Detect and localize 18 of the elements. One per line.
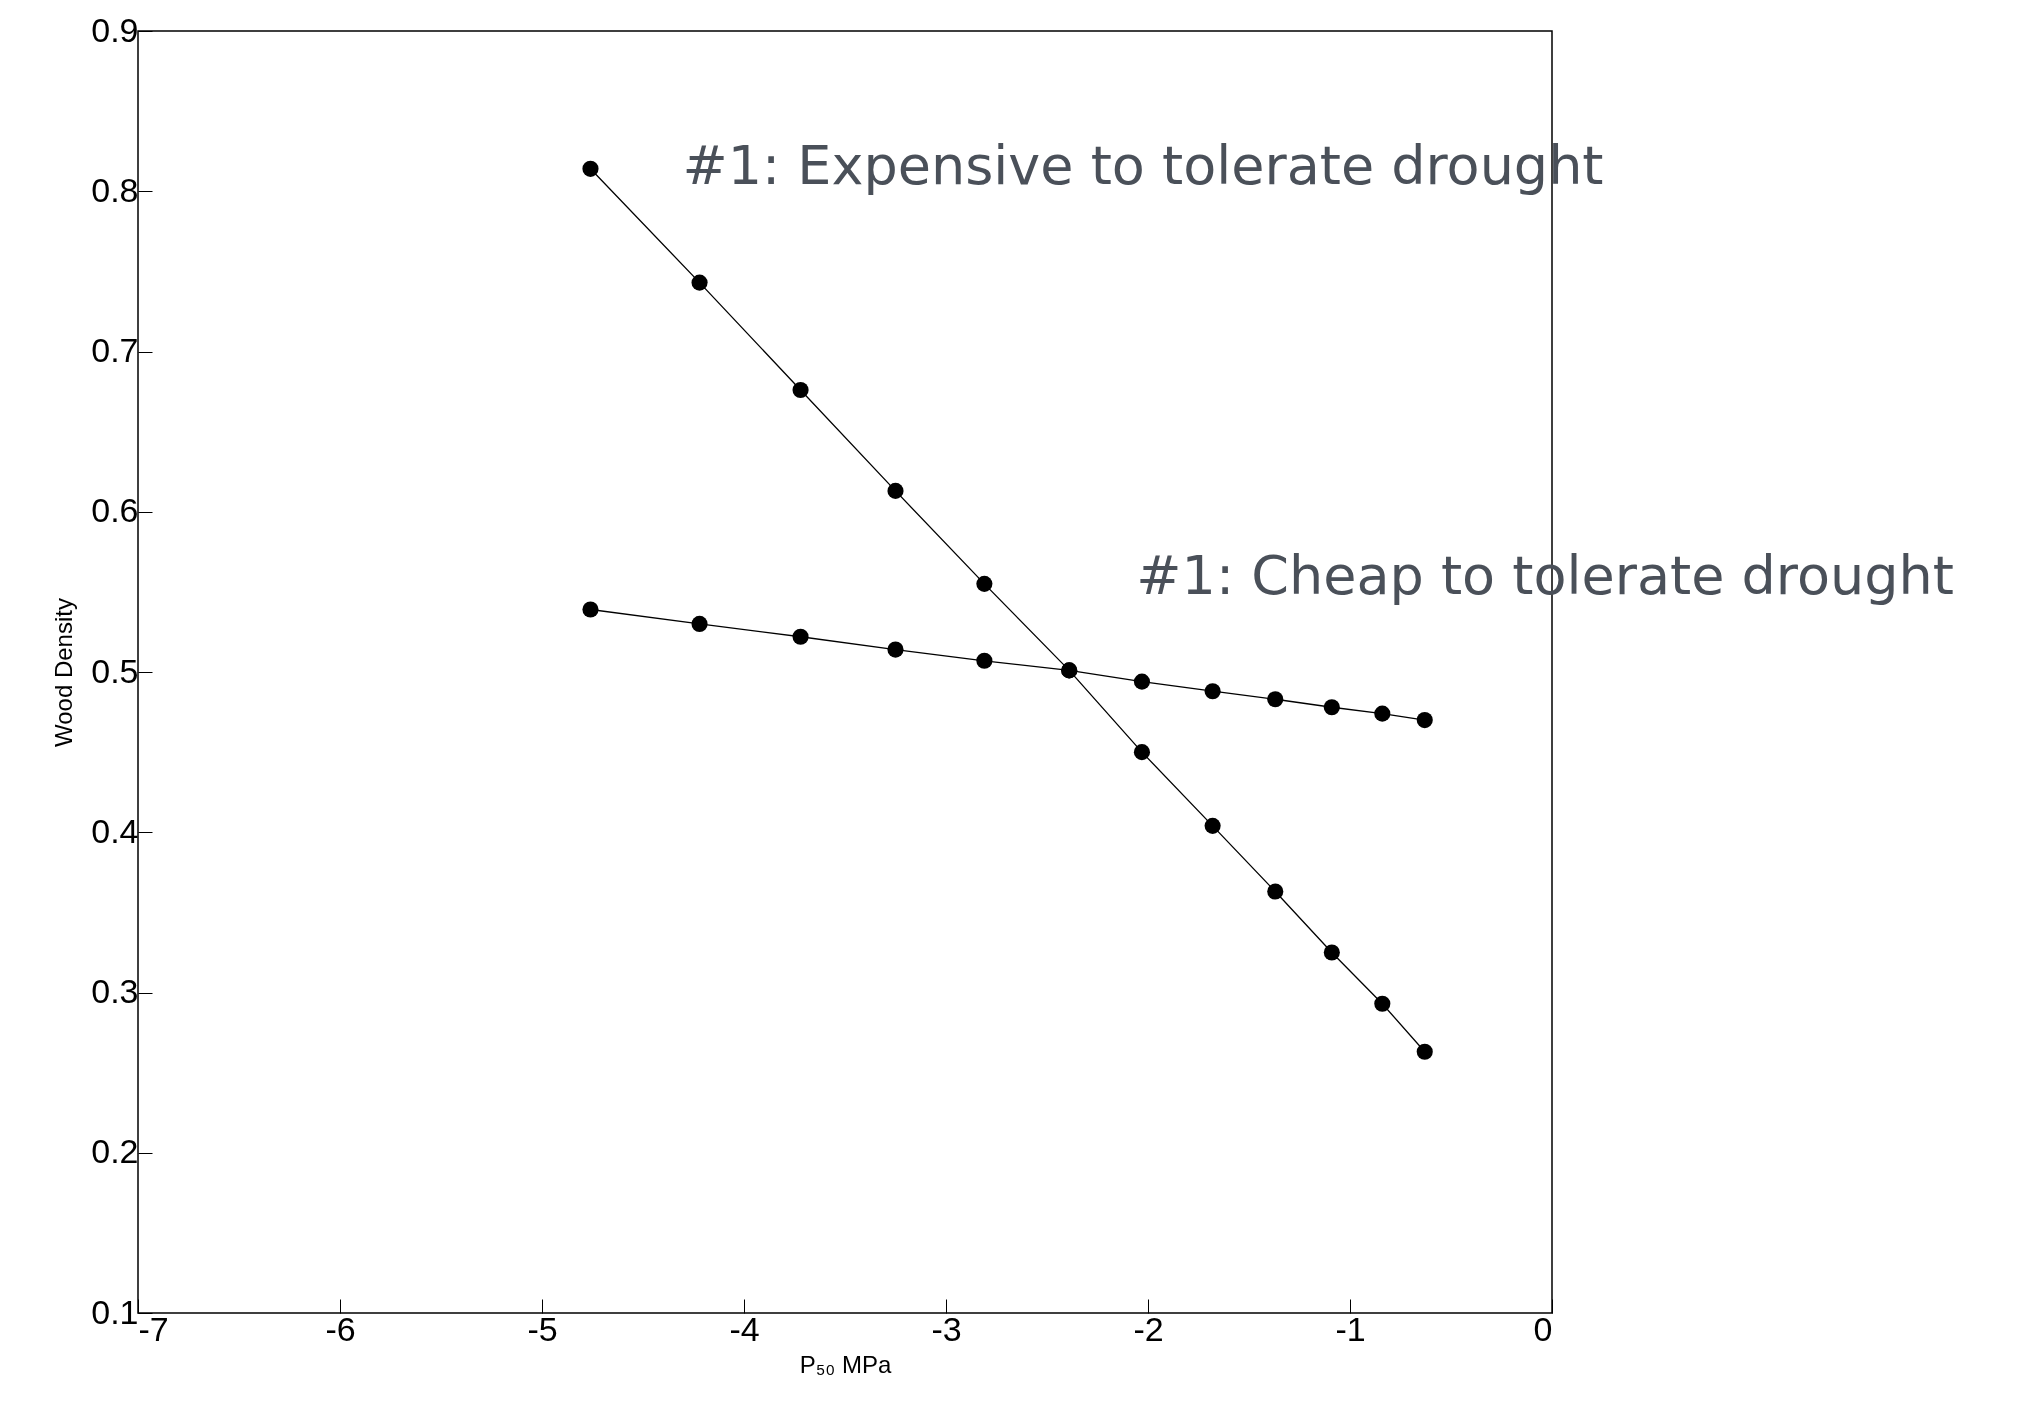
x-tick-label: -5	[527, 1309, 558, 1348]
x-tick-label: -7	[138, 1309, 169, 1348]
x-tick-label: -2	[1133, 1309, 1164, 1348]
y-tick-label: 0.7	[91, 331, 139, 369]
y-tick-label: 0.3	[91, 972, 139, 1010]
y-tick-label: 0.8	[91, 170, 139, 209]
x-tick-label: 0	[1533, 1309, 1553, 1348]
x-tick-label: -1	[1335, 1309, 1366, 1348]
y-axis-title: Wood Density	[50, 598, 78, 747]
x-axis-title: P₅₀ MPa	[799, 1350, 892, 1378]
x-tick-label: -6	[325, 1309, 356, 1348]
x-tick-label: -4	[729, 1309, 760, 1348]
y-tick-label: 0.9	[91, 10, 139, 49]
y-tick-label: 0.2	[91, 1132, 139, 1171]
x-tick-label: -3	[931, 1309, 962, 1348]
y-tick-label: 0.1	[91, 1292, 139, 1331]
y-tick-label: 0.5	[91, 651, 139, 690]
y-tick-label: 0.6	[91, 491, 139, 530]
